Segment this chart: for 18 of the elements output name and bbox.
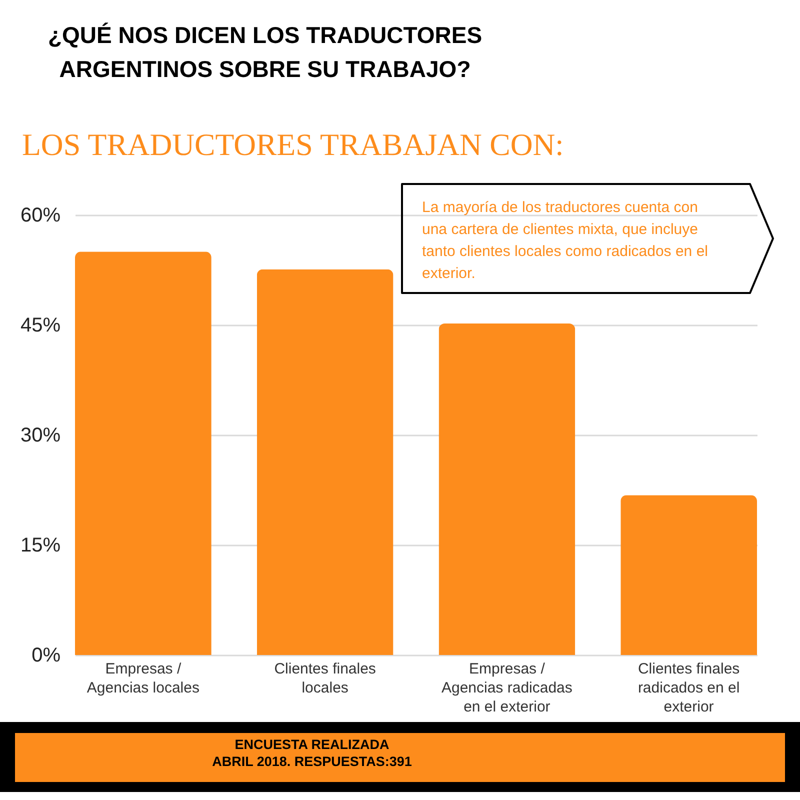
bar xyxy=(75,252,212,655)
text: ABRIL 2018. RESPUESTAS:391 xyxy=(212,754,412,769)
y-tick-label: 45% xyxy=(20,314,61,336)
x-tick-label: Empresas / Agencias locales xyxy=(86,660,200,696)
y-tick-label: 60% xyxy=(20,204,61,226)
y-tick-label: 30% xyxy=(20,424,61,446)
bar xyxy=(620,495,757,655)
annotation: La mayoría de los traductores cuenta con una cartera de clientes mixta, que incluye tanto clientes locales como radicados en el exterior. xyxy=(422,199,708,282)
x-tick-label: Clientes finales locales xyxy=(274,660,376,696)
text: ENCUESTA REALIZADA xyxy=(234,737,390,752)
x-tick-label: Empresas / Agencias radicadas en el exterior xyxy=(441,660,572,716)
y-tick-label: 15% xyxy=(20,534,61,556)
x-tick-label: Clientes finales radicados en el exterior xyxy=(638,660,740,716)
y-tick-label: 0% xyxy=(32,644,61,666)
chart-title: ¿QUÉ NOS DICEN LOS TRADUCTORES ARGENTINOS SOBRE SU TRABAJO? xyxy=(48,22,482,82)
bar xyxy=(438,324,576,655)
bar xyxy=(256,269,394,655)
chart-subtitle: LOS TRADUCTORES TRABAJAN CON: xyxy=(22,127,564,162)
